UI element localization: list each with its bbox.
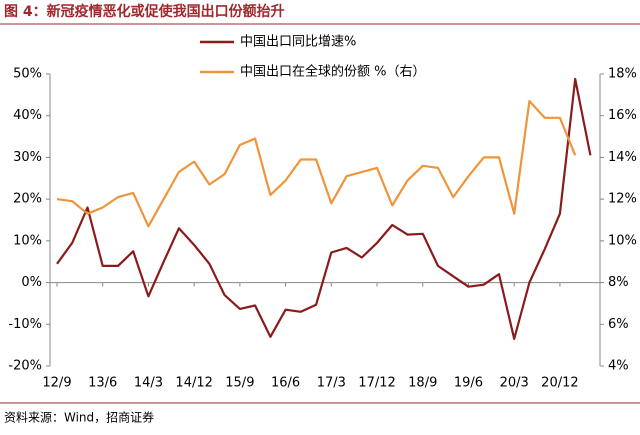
chart-title: 图 4：新冠疫情恶化或促使我国出口份额抬升 bbox=[4, 3, 285, 20]
x-tick-label: 20/3 bbox=[500, 376, 529, 391]
x-tick-label: 19/6 bbox=[454, 376, 483, 391]
x-tick-label: 17/12 bbox=[358, 376, 395, 391]
y2-tick-label: 12% bbox=[608, 192, 637, 207]
y2-tick-label: 8% bbox=[608, 275, 629, 290]
y2-tick-label: 4% bbox=[608, 359, 629, 374]
y2-tick-label: 10% bbox=[608, 233, 637, 248]
y-tick-label: 20% bbox=[13, 192, 42, 207]
y-tick-label: 50% bbox=[13, 67, 42, 82]
y2-tick-label: 18% bbox=[608, 67, 637, 82]
legend-label: 中国出口在全球的份额 %（右） bbox=[240, 64, 426, 80]
x-tick-label: 14/12 bbox=[175, 376, 212, 391]
y-tick-label: -20% bbox=[8, 359, 42, 374]
x-tick-label: 15/9 bbox=[225, 376, 254, 391]
x-tick-label: 18/9 bbox=[408, 376, 437, 391]
x-tick-label: 20/12 bbox=[541, 376, 578, 391]
y2-tick-label: 16% bbox=[608, 108, 637, 123]
y2-tick-label: 14% bbox=[608, 150, 637, 165]
y-tick-label: 40% bbox=[13, 108, 42, 123]
x-tick-label: 17/3 bbox=[317, 376, 346, 391]
legend-label: 中国出口同比增速% bbox=[240, 35, 356, 50]
x-tick-label: 16/6 bbox=[271, 376, 300, 391]
y-tick-label: 0% bbox=[21, 275, 42, 290]
x-tick-label: 12/9 bbox=[42, 376, 71, 391]
y-tick-label: -10% bbox=[8, 317, 42, 332]
x-tick-label: 13/6 bbox=[88, 376, 117, 391]
source: 资料来源：Wind，招商证券 bbox=[4, 410, 154, 425]
y2-tick-label: 6% bbox=[608, 317, 629, 332]
series-line bbox=[56, 100, 577, 228]
y-tick-label: 30% bbox=[13, 150, 42, 165]
x-tick-label: 14/3 bbox=[134, 376, 163, 391]
series-line bbox=[56, 77, 592, 340]
y-tick-label: 10% bbox=[13, 233, 42, 248]
